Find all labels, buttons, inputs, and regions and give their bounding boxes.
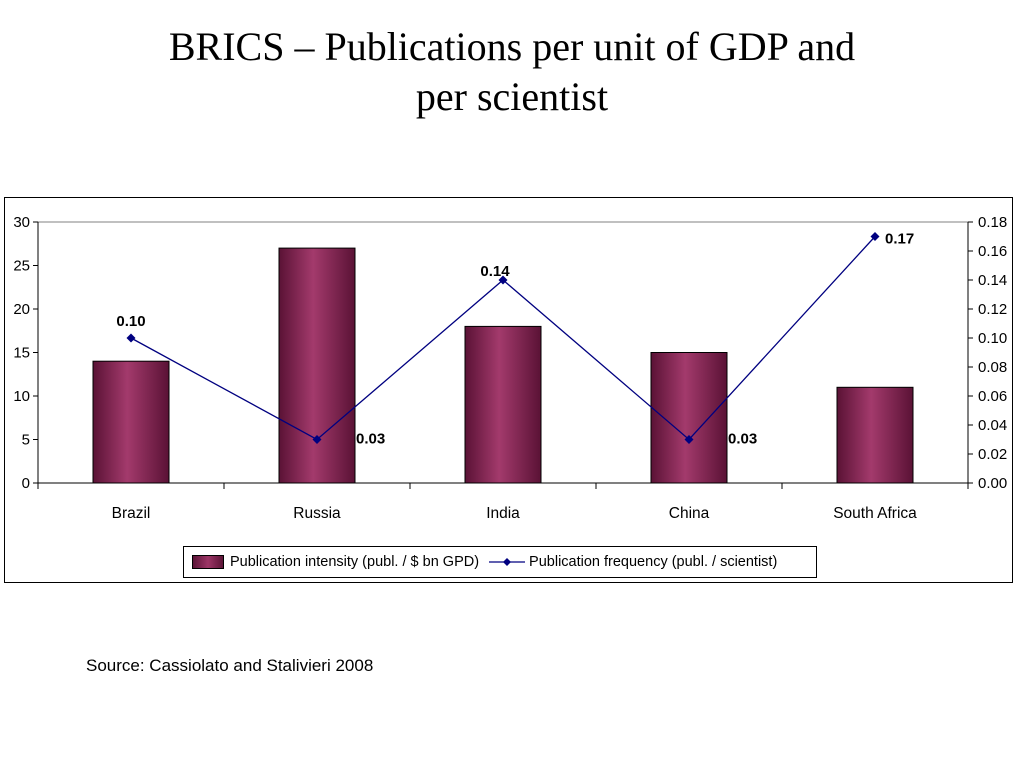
title-line-1: BRICS – Publications per unit of GDP and xyxy=(168,24,856,69)
data-label: 0.17 xyxy=(885,231,914,248)
legend-bar-label: Publication intensity (publ. / $ bn GPD) xyxy=(230,554,480,570)
bar xyxy=(836,386,914,484)
y-right-tick-label: 0.18 xyxy=(978,214,1007,231)
bar xyxy=(92,360,170,484)
line-point xyxy=(684,435,694,444)
title-line-2: per scientist xyxy=(415,74,609,119)
y-right-tick-label: 0.06 xyxy=(978,388,1007,405)
y-left-tick-label: 20 xyxy=(13,301,30,318)
y-right-tick-label: 0.16 xyxy=(978,243,1007,260)
y-right-tick-label: 0.10 xyxy=(978,330,1007,347)
x-tick-label: Brazil xyxy=(112,505,151,522)
y-right-tick-label: 0.02 xyxy=(978,446,1007,463)
line-point xyxy=(498,275,508,285)
line-point xyxy=(312,435,322,444)
legend-line-swatch xyxy=(489,558,526,566)
x-tick-label: South Africa xyxy=(833,505,917,522)
legend-bar-swatch xyxy=(192,555,224,569)
x-tick-label: Russia xyxy=(293,505,341,522)
y-left-tick-label: 5 xyxy=(22,432,30,449)
legend-line-label: Publication frequency (publ. / scientist… xyxy=(529,554,778,570)
bar xyxy=(464,325,542,484)
line-point xyxy=(870,232,880,241)
bar xyxy=(278,247,356,484)
data-label: 0.03 xyxy=(728,431,757,448)
slide-title: BRICS – Publications per unit of GDP and… xyxy=(0,22,1024,122)
y-right-tick-label: 0.12 xyxy=(978,301,1007,318)
y-left-tick-label: 0 xyxy=(22,475,30,492)
x-tick-label: India xyxy=(486,505,520,522)
data-label: 0.14 xyxy=(480,263,510,280)
source-note: Source: Cassiolato and Stalivieri 2008 xyxy=(86,656,374,675)
x-tick-label: China xyxy=(669,505,710,522)
bar xyxy=(650,352,728,484)
data-label: 0.10 xyxy=(116,313,145,330)
y-right-tick-label: 0.14 xyxy=(978,272,1007,289)
y-right-tick-label: 0.04 xyxy=(978,417,1007,434)
y-left-tick-label: 10 xyxy=(13,388,30,405)
line-point xyxy=(126,333,136,343)
y-left-tick-label: 25 xyxy=(13,258,30,275)
chart-legend: Publication intensity (publ. / $ bn GPD)… xyxy=(183,546,817,578)
data-label: 0.03 xyxy=(356,431,385,448)
y-left-tick-label: 30 xyxy=(13,214,30,231)
y-right-tick-label: 0.08 xyxy=(978,359,1007,376)
y-right-tick-label: 0.00 xyxy=(978,475,1007,492)
y-left-tick-label: 15 xyxy=(13,345,30,362)
